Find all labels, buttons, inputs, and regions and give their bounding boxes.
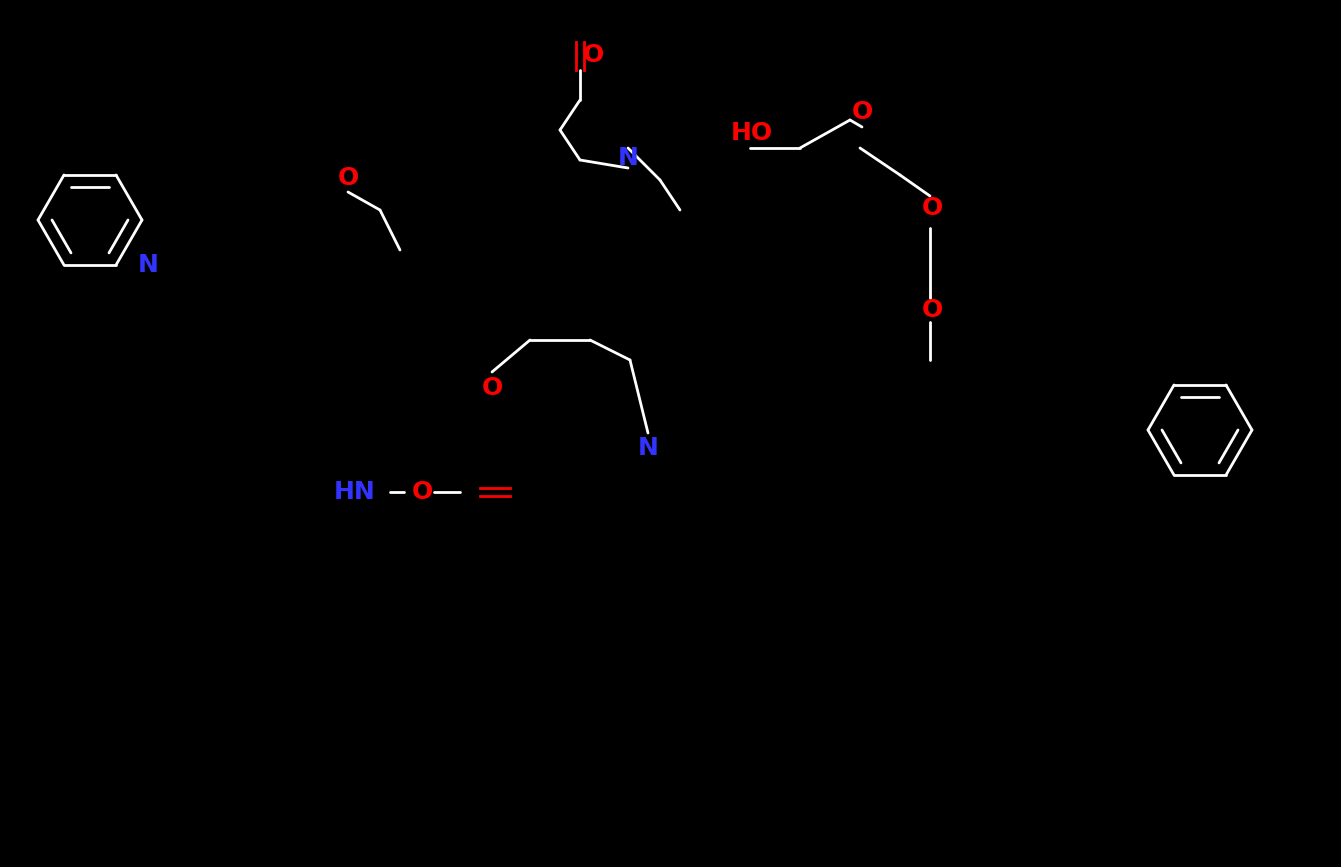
Text: N: N xyxy=(637,436,658,460)
Text: O: O xyxy=(481,376,503,400)
Text: O: O xyxy=(582,43,603,67)
Text: N: N xyxy=(618,146,638,170)
Text: O: O xyxy=(338,166,358,190)
Text: O: O xyxy=(412,480,433,504)
Text: HN: HN xyxy=(334,480,375,504)
Text: HO: HO xyxy=(731,121,772,145)
Text: N: N xyxy=(138,253,158,277)
Text: O: O xyxy=(921,196,943,220)
Text: O: O xyxy=(921,298,943,322)
Text: O: O xyxy=(852,100,873,124)
